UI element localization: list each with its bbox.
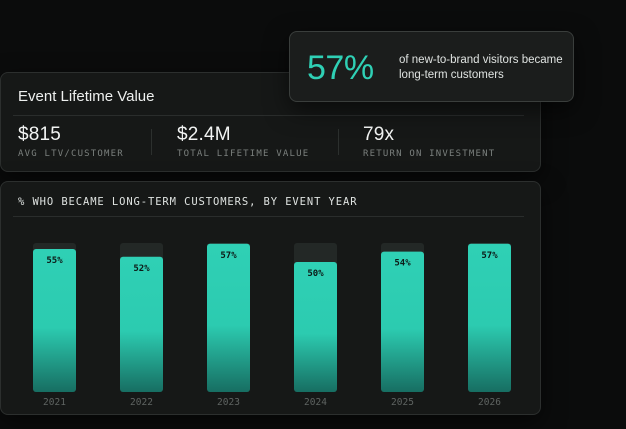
metric-label: AVG LTV/CUSTOMER — [18, 149, 124, 159]
metric-value: $815 — [18, 124, 62, 145]
metric-separator — [151, 129, 152, 155]
x-tick-label: 2022 — [130, 397, 153, 408]
bar-2021 — [33, 248, 76, 392]
bar-value-label: 55% — [46, 256, 63, 266]
x-tick-label: 2024 — [304, 397, 327, 408]
conversion-callout: 57% of new-to-brand visitors became long… — [289, 31, 574, 102]
x-tick-label: 2023 — [217, 397, 240, 408]
long-term-customers-chart-card: % WHO BECAME LONG-TERM CUSTOMERS, BY EVE… — [0, 181, 541, 415]
metric-separator — [338, 129, 339, 155]
x-tick-label: 2025 — [391, 397, 414, 408]
divider — [13, 216, 524, 217]
x-tick-label: 2026 — [478, 397, 501, 408]
bar-2022 — [120, 256, 163, 392]
bar-value-label: 57% — [220, 251, 237, 261]
metric-value: 79x — [363, 124, 395, 145]
metric-label: RETURN ON INVESTMENT — [363, 149, 496, 159]
bar-value-label: 57% — [481, 251, 498, 261]
x-tick-label: 2021 — [43, 397, 66, 408]
bar-value-label: 50% — [307, 269, 324, 279]
bar-2023 — [207, 243, 250, 392]
bar-value-label: 52% — [133, 264, 150, 274]
chart-title: % WHO BECAME LONG-TERM CUSTOMERS, BY EVE… — [18, 196, 358, 208]
bar-chart: 55% 2021 52% 2022 57% 2023 50% 2024 54% 2025 57% 20… — [33, 243, 511, 408]
lifetime-value-title: Event Lifetime Value — [18, 88, 155, 105]
bar-2025 — [381, 251, 424, 392]
bar-2024 — [294, 261, 337, 392]
metric-label: TOTAL LIFETIME VALUE — [177, 149, 310, 159]
bar-2026 — [468, 243, 511, 392]
metric-avg-ltv: $815 AVG LTV/CUSTOMER — [18, 124, 124, 159]
metric-value: $2.4M — [177, 124, 231, 145]
bar-value-label: 54% — [394, 259, 411, 269]
callout-percentage: 57% — [307, 49, 374, 87]
divider — [13, 115, 524, 116]
metric-roi: 79x RETURN ON INVESTMENT — [363, 124, 495, 159]
metric-total-lifetime-value: $2.4M TOTAL LIFETIME VALUE — [177, 124, 309, 159]
callout-description: of new-to-brand visitors became long-ter… — [399, 54, 563, 81]
